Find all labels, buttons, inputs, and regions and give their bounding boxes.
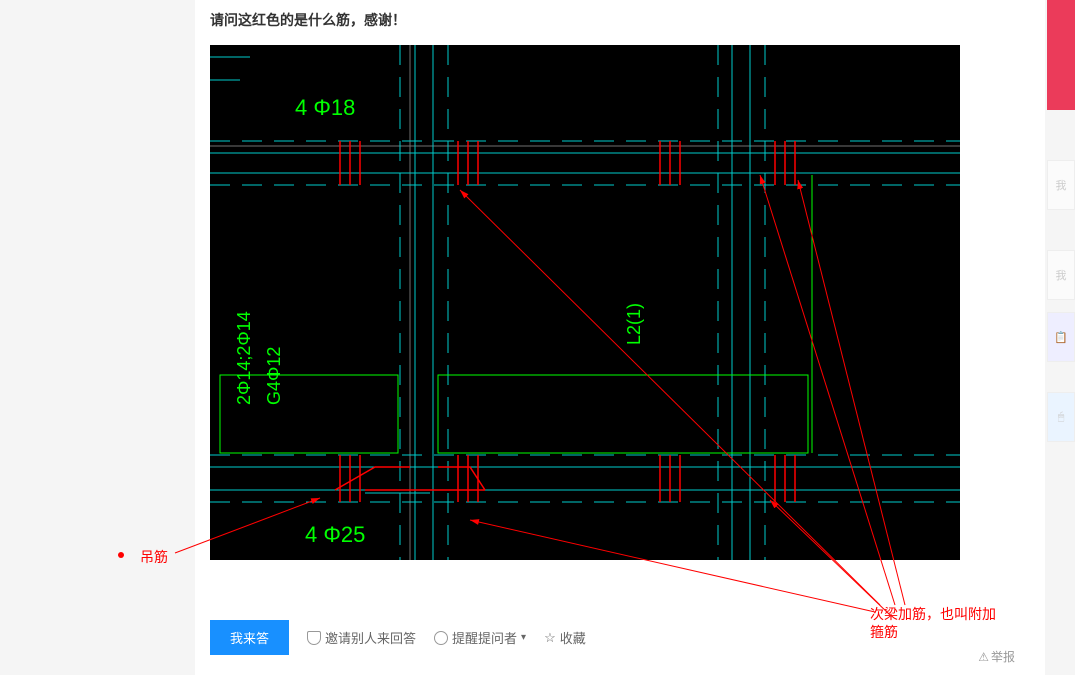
svg-text:L2(1): L2(1) bbox=[624, 303, 644, 345]
chevron-down-icon: ▾ bbox=[521, 632, 526, 643]
svg-text:2Φ14;2Φ14: 2Φ14;2Φ14 bbox=[234, 311, 254, 405]
question-panel: 请问这红色的是什么筋，感谢！ bbox=[195, 0, 1045, 675]
star-icon: ☆ bbox=[544, 630, 556, 646]
user-icon bbox=[307, 631, 321, 645]
svg-text:4 Φ25: 4 Φ25 bbox=[305, 522, 365, 547]
favorite-action[interactable]: ☆ 收藏 bbox=[544, 628, 586, 647]
answer-button[interactable]: 我来答 bbox=[210, 620, 289, 655]
warning-icon: ⚠ bbox=[978, 650, 989, 664]
favorite-label: 收藏 bbox=[560, 628, 586, 647]
sidebar-item-1[interactable]: 我 bbox=[1047, 160, 1075, 210]
cad-diagram: 4 Φ18 4 Φ25 2Φ14;2Φ14 G4Φ12 L2(1) bbox=[210, 45, 960, 560]
remind-label: 提醒提问者 bbox=[452, 628, 517, 647]
sidebar-item-4[interactable]: 🖱 bbox=[1047, 392, 1075, 442]
sidebar-item-2[interactable]: 我 bbox=[1047, 250, 1075, 300]
question-title: 请问这红色的是什么筋，感谢！ bbox=[210, 10, 1045, 30]
invite-label: 邀请别人来回答 bbox=[325, 628, 416, 647]
invite-action[interactable]: 邀请别人来回答 bbox=[307, 628, 416, 647]
sidebar-item-3[interactable]: 📋 bbox=[1047, 312, 1075, 362]
sidebar-ad[interactable] bbox=[1047, 0, 1075, 110]
annotation-ciliang: 次梁加筋，也叫附加 箍筋 bbox=[870, 605, 996, 641]
sidebar-tools: 我 我 📋 🖱 bbox=[1047, 160, 1075, 454]
svg-text:G4Φ12: G4Φ12 bbox=[264, 347, 284, 405]
cad-svg: 4 Φ18 4 Φ25 2Φ14;2Φ14 G4Φ12 L2(1) bbox=[210, 45, 960, 560]
annotation-ciliang-line1: 次梁加筋，也叫附加 bbox=[870, 605, 996, 623]
info-icon bbox=[434, 631, 448, 645]
svg-text:4 Φ18: 4 Φ18 bbox=[295, 95, 355, 120]
annotation-dot-diaojin bbox=[118, 552, 124, 558]
remind-action[interactable]: 提醒提问者 ▾ bbox=[434, 628, 526, 647]
annotation-ciliang-line2: 箍筋 bbox=[870, 623, 996, 641]
annotation-diaojin: 吊筋 bbox=[140, 547, 168, 567]
